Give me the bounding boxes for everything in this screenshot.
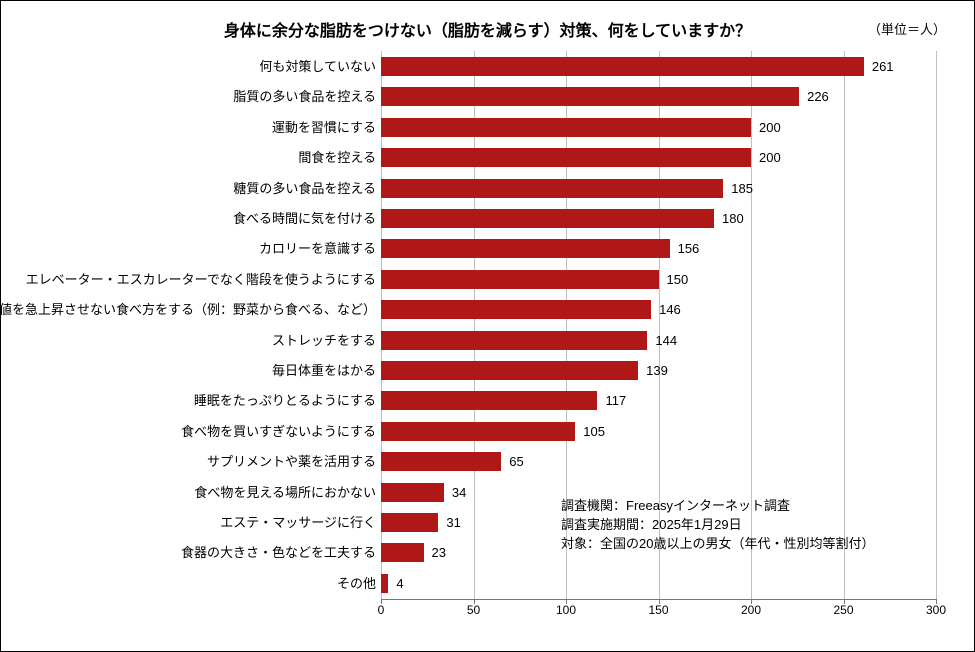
bar-category-label: 食べ物を見える場所におかない <box>194 483 376 502</box>
bar-value-label: 200 <box>759 148 781 167</box>
bar-value-label: 261 <box>872 57 894 76</box>
bar-value-label: 185 <box>731 179 753 198</box>
unit-label: （単位＝人） <box>868 19 946 38</box>
bar-row: 何も対策していない261 <box>381 51 936 81</box>
bar-row: 血糖値を急上昇させない食べ方をする（例：野菜から食べる、など）146 <box>381 294 936 324</box>
bar-row: 脂質の多い食品を控える226 <box>381 81 936 111</box>
bar-value-label: 156 <box>678 239 700 258</box>
bar <box>381 361 638 380</box>
bar-category-label: その他 <box>337 574 376 593</box>
bar-value-label: 4 <box>396 574 403 593</box>
bar-row: サプリメントや薬を活用する65 <box>381 446 936 476</box>
bar <box>381 513 438 532</box>
bar <box>381 300 651 319</box>
bar-row: 運動を習慣にする200 <box>381 112 936 142</box>
bar-row: 食べ物を買いすぎないようにする105 <box>381 416 936 446</box>
bar <box>381 57 864 76</box>
x-tick-label: 200 <box>731 603 771 617</box>
bar-row: その他4 <box>381 568 936 598</box>
survey-note-line: 調査実施期間：2025年1月29日 <box>561 516 874 535</box>
bar-category-label: 睡眠をたっぷりとるようにする <box>194 391 376 410</box>
bar <box>381 543 424 562</box>
bar-row: 睡眠をたっぷりとるようにする117 <box>381 385 936 415</box>
bar-value-label: 139 <box>646 361 668 380</box>
bar <box>381 391 597 410</box>
bar-value-label: 65 <box>509 452 523 471</box>
bar <box>381 118 751 137</box>
bar <box>381 179 723 198</box>
bar-category-label: エレベーター・エスカレーターでなく階段を使うようにする <box>26 270 376 289</box>
bar <box>381 574 388 593</box>
bar-row: カロリーを意識する156 <box>381 233 936 263</box>
bar-value-label: 31 <box>446 513 460 532</box>
bar-value-label: 105 <box>583 422 605 441</box>
x-tick-label: 50 <box>454 603 494 617</box>
bar-value-label: 144 <box>655 331 677 350</box>
x-tick-label: 150 <box>639 603 679 617</box>
bar-value-label: 150 <box>667 270 689 289</box>
bar <box>381 87 799 106</box>
bar-category-label: 食べる時間に気を付ける <box>233 209 376 228</box>
chart-frame: 身体に余分な脂肪をつけない（脂肪を減らす）対策、何をしていますか？ （単位＝人）… <box>0 0 975 652</box>
bar-category-label: 運動を習慣にする <box>272 118 376 137</box>
bar <box>381 422 575 441</box>
survey-note-line: 調査機関：Freeasyインターネット調査 <box>561 497 874 516</box>
survey-note-line: 対象：全国の20歳以上の男女（年代・性別均等割付） <box>561 535 874 554</box>
bar <box>381 331 647 350</box>
bar-category-label: 血糖値を急上昇させない食べ方をする（例：野菜から食べる、など） <box>0 300 376 319</box>
x-tick-label: 300 <box>916 603 956 617</box>
bar-value-label: 117 <box>605 391 626 410</box>
bar-category-label: 何も対策していない <box>259 57 376 76</box>
bar-category-label: カロリーを意識する <box>259 239 376 258</box>
x-tick-label: 250 <box>824 603 864 617</box>
bar-row: エレベーター・エスカレーターでなく階段を使うようにする150 <box>381 264 936 294</box>
chart-title: 身体に余分な脂肪をつけない（脂肪を減らす）対策、何をしていますか？ <box>1 17 974 41</box>
bar-row: ストレッチをする144 <box>381 325 936 355</box>
bar-value-label: 146 <box>659 300 681 319</box>
x-tick-label: 100 <box>546 603 586 617</box>
x-tick-label: 0 <box>361 603 401 617</box>
bar-value-label: 226 <box>807 87 829 106</box>
bar-value-label: 180 <box>722 209 744 228</box>
bar-category-label: エステ・マッサージに行く <box>220 513 376 532</box>
bar <box>381 452 501 471</box>
bar <box>381 270 659 289</box>
bar-value-label: 23 <box>432 543 446 562</box>
bar <box>381 148 751 167</box>
bar <box>381 209 714 228</box>
bar-value-label: 34 <box>452 483 466 502</box>
bar-row: 食べる時間に気を付ける180 <box>381 203 936 233</box>
bar-row: 糖質の多い食品を控える185 <box>381 173 936 203</box>
bar-row: 毎日体重をはかる139 <box>381 355 936 385</box>
survey-note: 調査機関：Freeasyインターネット調査調査実施期間：2025年1月29日対象… <box>561 497 874 554</box>
bar-row: 間食を控える200 <box>381 142 936 172</box>
grid-line <box>936 51 937 599</box>
bar-category-label: ストレッチをする <box>272 331 376 350</box>
bar-category-label: 毎日体重をはかる <box>272 361 376 380</box>
bar-category-label: 糖質の多い食品を控える <box>233 179 376 198</box>
bar-value-label: 200 <box>759 118 781 137</box>
bar-category-label: 食器の大きさ・色などを工夫する <box>181 543 376 562</box>
bar-category-label: サプリメントや薬を活用する <box>207 452 376 471</box>
bar-category-label: 食べ物を買いすぎないようにする <box>181 422 376 441</box>
bar <box>381 239 670 258</box>
bar-category-label: 間食を控える <box>298 148 376 167</box>
bar-category-label: 脂質の多い食品を控える <box>233 87 376 106</box>
bar <box>381 483 444 502</box>
